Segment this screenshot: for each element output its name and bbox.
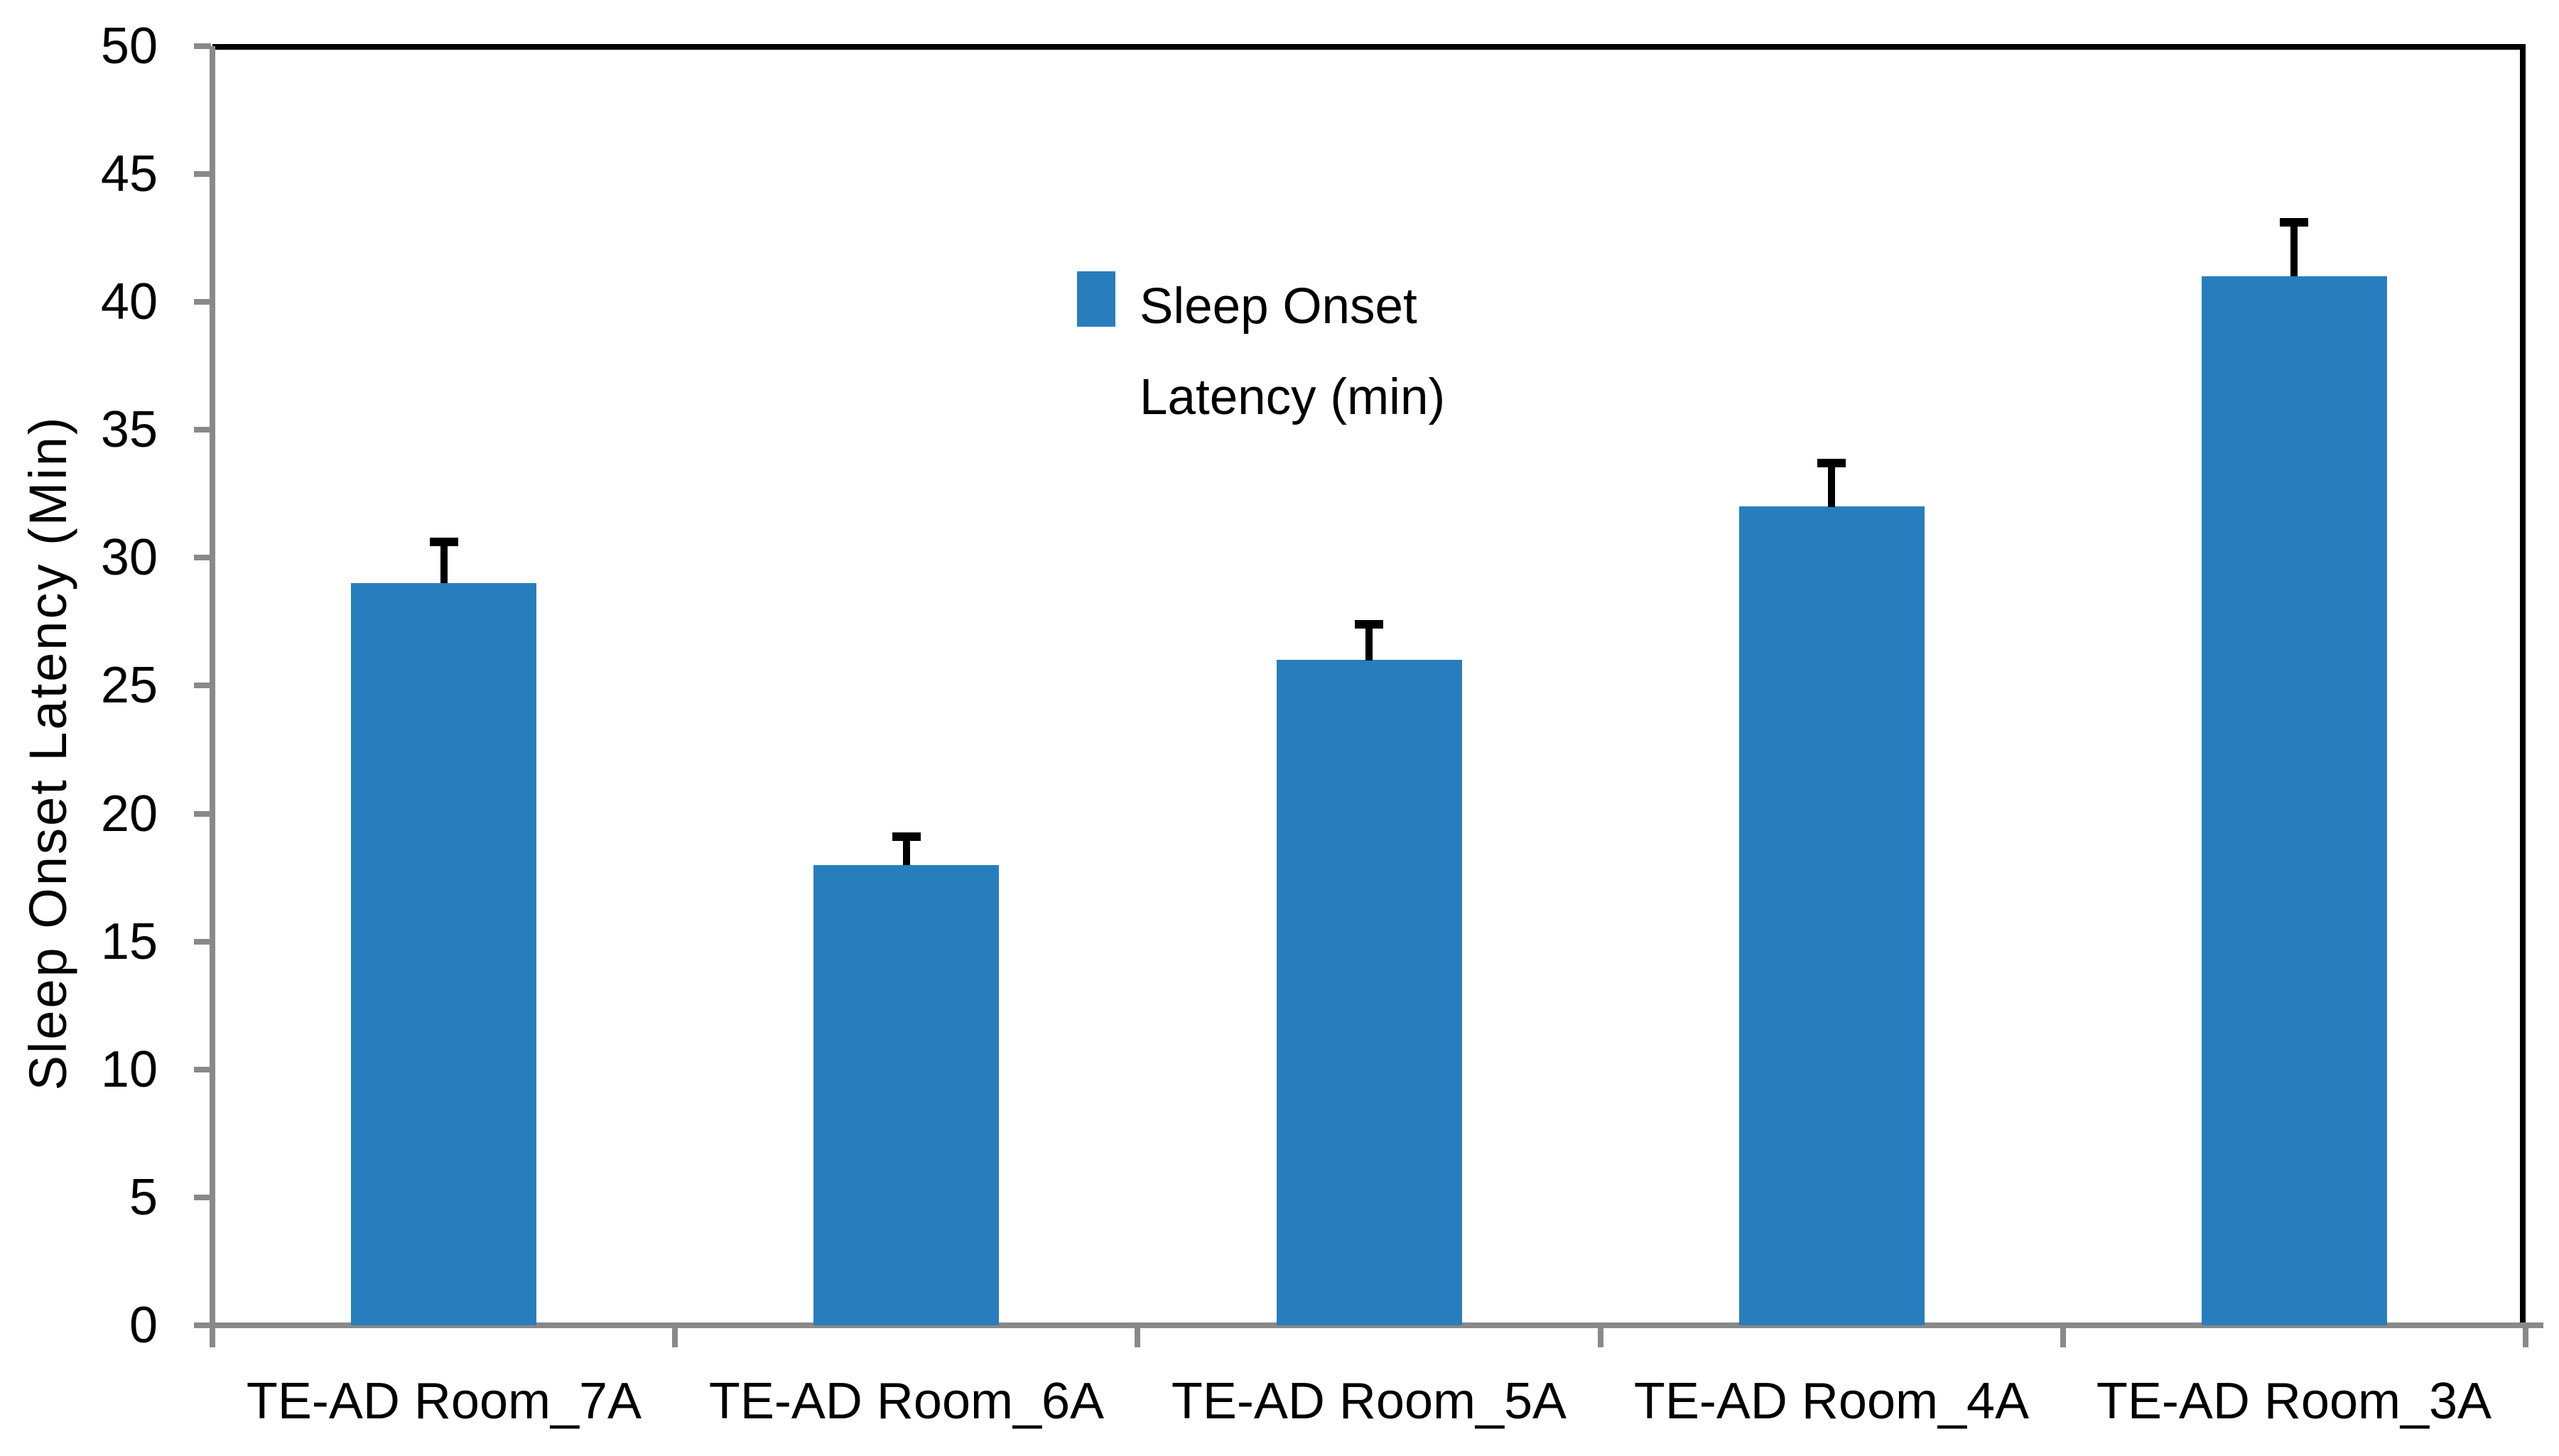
legend-color-swatch — [1077, 271, 1115, 327]
error-bar-cap — [2280, 218, 2308, 227]
bar — [1277, 660, 1462, 1325]
bar — [1739, 506, 1925, 1325]
error-bar-whisker — [1828, 466, 1835, 507]
y-tick — [194, 171, 211, 177]
bar — [813, 865, 999, 1325]
x-axis-label: TE-AD Room_4A — [1601, 1369, 2062, 1437]
x-tick — [210, 1328, 215, 1347]
y-tick — [194, 939, 211, 945]
bar — [351, 583, 536, 1325]
error-bar-cap — [1817, 459, 1846, 467]
x-axis-label: TE-AD Room_6A — [676, 1369, 1137, 1437]
bar — [2202, 276, 2387, 1325]
error-bar-whisker — [1365, 627, 1373, 661]
error-bar-whisker — [440, 545, 448, 583]
y-axis-line — [210, 46, 215, 1344]
y-tick — [194, 1067, 211, 1072]
x-axis-label: TE-AD Room_3A — [2063, 1369, 2525, 1437]
x-axis-label: TE-AD Room_5A — [1138, 1369, 1600, 1437]
x-tick — [672, 1328, 678, 1347]
y-axis-title: Sleep Onset Latency (Min) — [13, 256, 84, 1250]
legend: Sleep Onset Latency (min) — [1077, 261, 1552, 443]
x-tick — [1135, 1328, 1140, 1347]
y-tick-label: 0 — [28, 1290, 158, 1361]
y-tick — [194, 43, 211, 49]
y-tick-label: 50 — [28, 11, 158, 82]
x-axis-label: TE-AD Room_7A — [213, 1369, 675, 1437]
error-bar-whisker — [903, 840, 910, 865]
y-tick — [194, 299, 211, 305]
plot-border-right — [2520, 44, 2526, 1328]
bar-chart: 05101520253035404550TE-AD Room_7ATE-AD R… — [0, 0, 2559, 1456]
x-tick — [1598, 1328, 1603, 1347]
y-tick — [194, 555, 211, 560]
x-tick — [2060, 1328, 2066, 1347]
y-tick — [194, 1322, 211, 1328]
error-bar-whisker — [2290, 225, 2298, 276]
y-tick-label: 45 — [28, 138, 158, 210]
y-tick — [194, 683, 211, 688]
error-bar-cap — [892, 832, 921, 841]
y-tick — [194, 427, 211, 433]
plot-border-top — [212, 44, 2526, 50]
y-tick — [194, 811, 211, 817]
error-bar-cap — [1355, 620, 1383, 629]
error-bar-cap — [430, 538, 458, 546]
legend-label: Sleep Onset Latency (min) — [1140, 261, 1552, 443]
y-tick — [194, 1195, 211, 1200]
x-tick — [2523, 1328, 2528, 1347]
